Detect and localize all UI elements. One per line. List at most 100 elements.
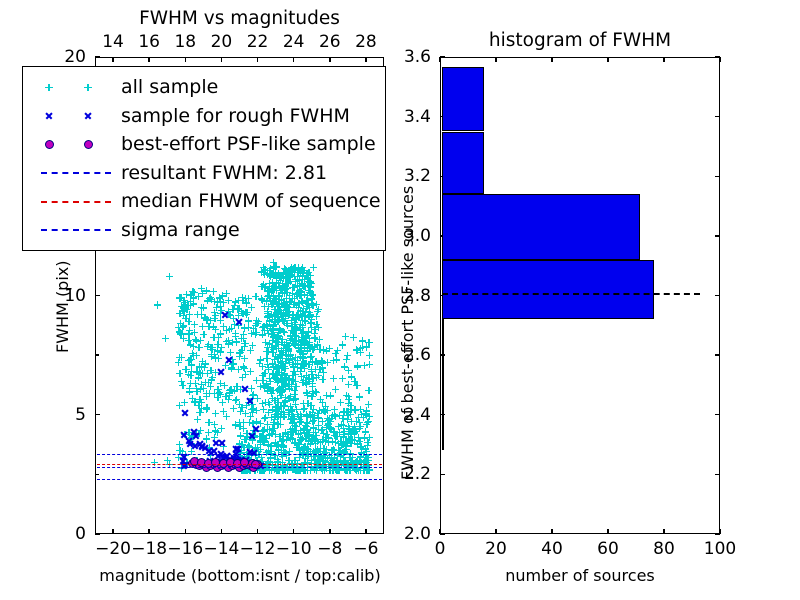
- x-tick-label-top: 28: [355, 32, 377, 52]
- legend-box: all sample sample for rough FWHM best-effo…: [22, 66, 386, 251]
- x-tick-label-bottom: −6: [353, 539, 379, 559]
- hist-x-tick: [663, 529, 665, 534]
- y-tick-minor: [95, 473, 99, 476]
- hist-x-tick-label: 80: [653, 539, 675, 559]
- x-tick-top: [365, 57, 367, 62]
- x-tick-bottom: [292, 529, 295, 534]
- circle-icon: [44, 139, 54, 149]
- hist-y-tick-right: [715, 414, 720, 416]
- hist-x-tick-label: 100: [703, 539, 737, 559]
- hist-y-tick-right: [715, 354, 720, 356]
- x-tick-bottom: [256, 529, 259, 534]
- hist-x-tick-top: [719, 57, 721, 62]
- hist-x-tick: [439, 529, 441, 534]
- x-tick-label-top: 26: [318, 32, 341, 52]
- scatter-marker-psf-like: [251, 460, 261, 470]
- legend-item: median FHWM of sequence: [31, 187, 381, 216]
- histogram-bar: [441, 67, 484, 132]
- x-tick-label-top: 24: [282, 32, 305, 52]
- hist-y-tick-right: [715, 533, 720, 535]
- x-tick-label-top: 18: [174, 32, 197, 52]
- hist-y-tick-label: 2.8: [403, 285, 431, 306]
- scatter-clip: [97, 59, 383, 533]
- x-tick-label-bottom: −18: [131, 539, 168, 559]
- hist-y-tick-label: 2.2: [403, 464, 431, 485]
- dashed-line-icon: [41, 200, 111, 203]
- hist-x-tick: [495, 529, 497, 534]
- x-tick-label-bottom: −14: [203, 539, 240, 559]
- histogram-bar: [441, 131, 484, 195]
- x-tick-bottom: [365, 529, 367, 534]
- legend-marker-dash-dot-line: [31, 216, 119, 244]
- reference-line-sigma-range: [96, 453, 383, 455]
- y-tick-label: 10: [64, 285, 86, 306]
- hist-y-tick-label: 2.0: [403, 524, 431, 544]
- legend-item: sigma range: [31, 216, 375, 245]
- hist-y-tick: [440, 533, 445, 535]
- x-tick-top: [292, 57, 295, 62]
- legend-marker-dashed-line: [31, 159, 119, 187]
- hist-x-tick-top: [439, 57, 441, 62]
- hist-y-tick-right: [715, 473, 720, 476]
- hist-x-tick: [607, 529, 609, 534]
- x-tick-top: [184, 57, 186, 62]
- hist-y-tick-label: 2.4: [403, 404, 431, 425]
- legend-item-label: all sample: [121, 76, 219, 99]
- hist-x-tick-top: [663, 57, 665, 62]
- hist-x-tick-top: [495, 57, 497, 62]
- hist-y-tick-right: [715, 175, 720, 177]
- x-tick-label-bottom: −12: [239, 539, 276, 559]
- reference-line-median-fhwm-of-sequence: [96, 463, 383, 465]
- hist-x-tick-label: 60: [597, 539, 619, 559]
- hist-y-tick-right: [715, 294, 720, 297]
- legend-item: resultant FWHM: 2.81: [31, 159, 375, 188]
- x-tick-bottom: [329, 529, 331, 534]
- x-tick-label-top: 20: [210, 32, 233, 52]
- histogram-resultant-fwhm-line: [441, 292, 701, 295]
- y-tick: [95, 294, 100, 297]
- y-tick-label: 20: [64, 47, 86, 67]
- x-tick-top: [256, 57, 259, 62]
- legend-item-label: sample for rough FWHM: [121, 104, 350, 127]
- histogram-bar: [441, 259, 655, 320]
- y-tick-label: 0: [75, 524, 86, 544]
- hist-x-tick-top: [607, 57, 609, 62]
- x-tick-top: [112, 57, 114, 62]
- reference-line-resultant-fwhm: [96, 467, 383, 468]
- x-tick-bottom: [184, 529, 186, 534]
- x-tick-label-top: 22: [246, 32, 269, 52]
- hist-y-tick-right: [715, 235, 720, 237]
- y-tick: [95, 533, 100, 535]
- y-tick: [95, 414, 100, 416]
- right-panel-title: histogram of FWHM: [488, 30, 672, 51]
- hist-x-tick-label: 40: [541, 539, 563, 559]
- x-tick-label-bottom: −16: [167, 539, 204, 559]
- x-tick-label-top: 14: [102, 32, 124, 52]
- x-tick-bottom: [148, 529, 150, 534]
- legend-item-label: resultant FWHM: 2.81: [121, 161, 328, 184]
- y-tick: [95, 56, 100, 58]
- legend-marker-circle-marker: [31, 130, 119, 158]
- histogram-bar: [441, 194, 641, 260]
- hist-x-tick: [551, 529, 553, 534]
- hist-x-tick: [719, 529, 721, 534]
- hist-y-tick-label: 3.6: [403, 47, 431, 67]
- x-tick-bottom: [220, 529, 223, 534]
- dashed-line-icon: [41, 172, 111, 175]
- x-tick-label-bottom: −10: [275, 539, 312, 559]
- x-tick-top: [329, 57, 331, 62]
- hist-x-tick-top: [551, 57, 553, 62]
- y-tick-minor: [95, 354, 99, 356]
- legend-item: best-effort PSF-like sample: [31, 130, 376, 159]
- legend-marker-plus-marker: [31, 73, 119, 101]
- hist-y-tick: [440, 56, 445, 58]
- histogram-bar: [441, 319, 445, 451]
- left-panel-title: FWHM vs magnitudes: [139, 8, 340, 29]
- hist-y-tick-label: 3.0: [403, 225, 431, 246]
- hist-x-tick-label: 0: [434, 539, 446, 559]
- left-panel-ylabel: FWHM (pix): [53, 260, 72, 354]
- hist-y-tick-right: [715, 56, 720, 58]
- legend-marker-dashed-line: [31, 187, 119, 215]
- x-tick-top: [148, 57, 150, 62]
